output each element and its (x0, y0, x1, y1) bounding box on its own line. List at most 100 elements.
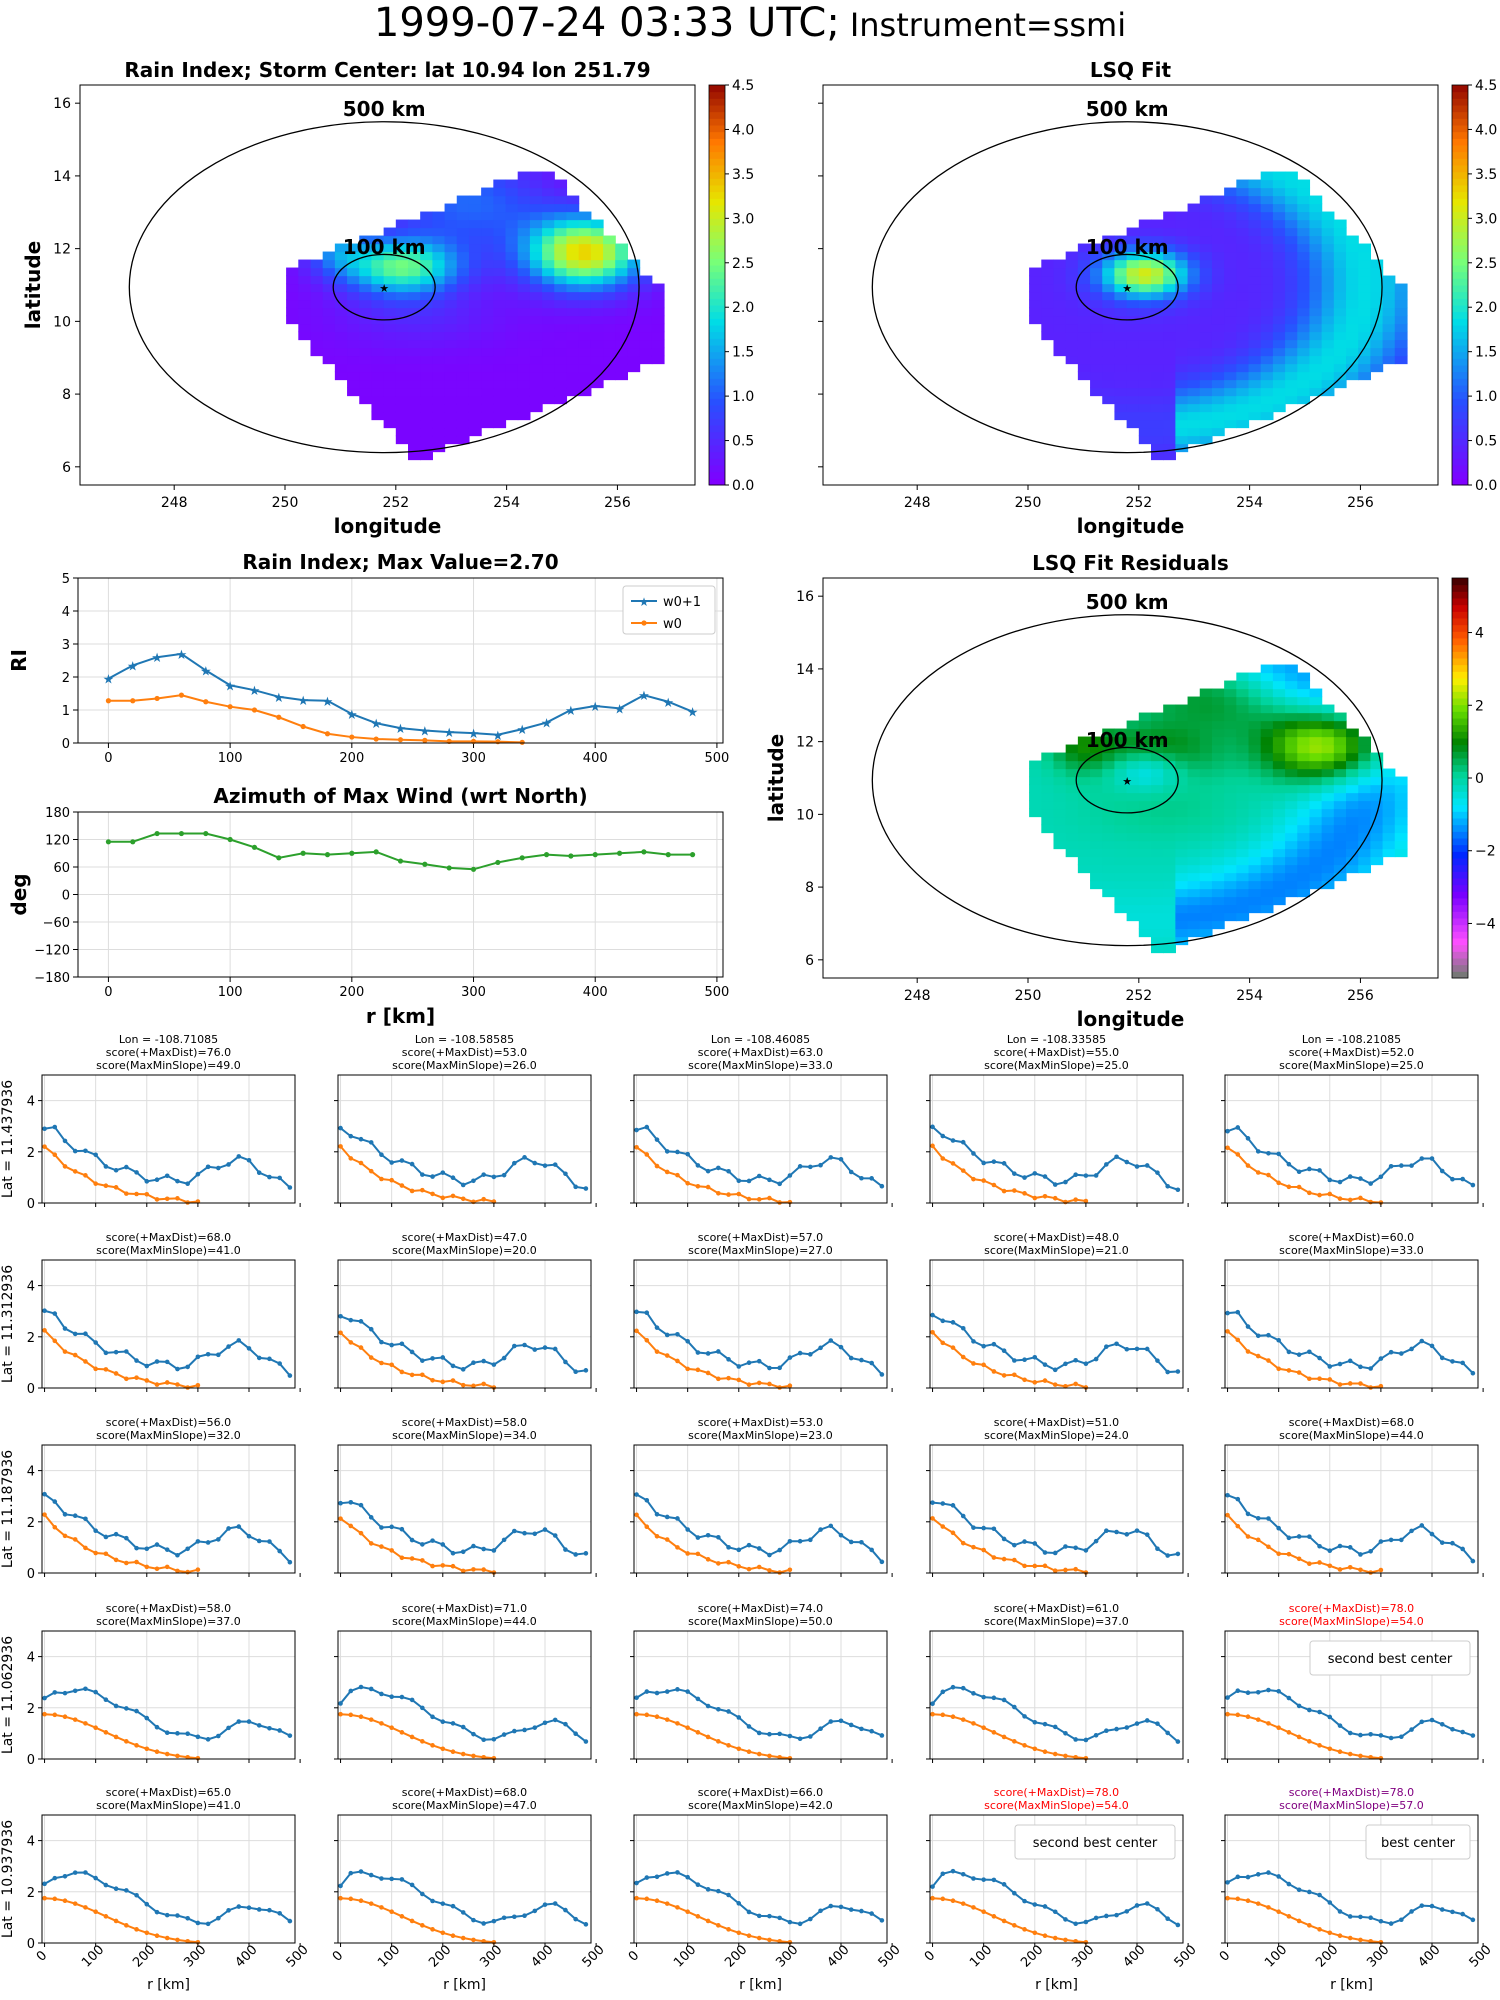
heatmap-cell (517, 291, 531, 301)
series-point (797, 1921, 803, 1927)
series-point (797, 1736, 803, 1742)
heatmap-cell (1211, 411, 1225, 421)
heatmap-cell (1102, 776, 1116, 786)
series-point (726, 1892, 731, 1898)
series-point (399, 1158, 405, 1163)
heatmap-cell (1211, 283, 1225, 293)
heatmap-cell (1151, 824, 1164, 834)
heatmap-cell (371, 235, 385, 245)
row-latitude-label: Lat = 11.062936 (0, 1636, 16, 1754)
heatmap-cell (1333, 243, 1347, 253)
colorbar-segment (709, 205, 725, 213)
heatmap-cell (1077, 800, 1091, 810)
heatmap-cell (1224, 243, 1237, 253)
heatmap-cell (1090, 339, 1103, 349)
heatmap-cell (639, 323, 653, 333)
heatmap-cell (1370, 283, 1384, 293)
heatmap-cell (432, 283, 446, 293)
series-point (124, 1349, 129, 1354)
heatmap-cell (444, 403, 458, 413)
plot-area (338, 1445, 591, 1573)
series-point (1225, 1492, 1230, 1498)
heatmap-cell (1138, 712, 1152, 722)
heatmap-field (286, 171, 665, 461)
heatmap-cell (468, 355, 482, 365)
score-maxminslope: score(MaxMinSlope)=50.0 (688, 1615, 833, 1628)
series-point (1470, 1558, 1476, 1564)
series-point (1001, 1536, 1007, 1542)
heatmap-cell (1065, 816, 1079, 826)
series-point (420, 1891, 425, 1897)
heatmap-cell (529, 267, 543, 277)
heatmap-cell (1358, 251, 1372, 261)
heatmap-cell (1077, 251, 1091, 261)
heatmap-cell (481, 211, 494, 221)
heatmap-cell (1394, 792, 1408, 802)
colorbar-segment (1452, 338, 1468, 346)
series-point (1022, 1175, 1027, 1180)
heatmap-cell (1175, 848, 1189, 858)
series-point (185, 1731, 190, 1736)
heatmap-cell (1187, 704, 1201, 714)
series-point (1165, 1730, 1170, 1736)
series-point (1245, 1874, 1251, 1880)
heatmap-cell (1199, 888, 1213, 898)
heatmap-cell (1211, 832, 1225, 842)
heatmap-cell (1309, 371, 1323, 381)
heatmap-cell (1187, 283, 1201, 293)
heatmap-cell (1309, 347, 1323, 357)
heatmap-cell (1138, 235, 1152, 245)
colorbar-segment (709, 158, 725, 166)
series-point (767, 1753, 772, 1759)
heatmap-cell (590, 259, 604, 269)
series-point (103, 1882, 109, 1888)
series-point: ★ (662, 696, 674, 711)
series-point (113, 1703, 119, 1709)
heatmap-cell (1175, 752, 1189, 762)
series-point (481, 1196, 486, 1202)
series-point (1022, 1539, 1027, 1544)
storm-center-marker: ★ (379, 282, 389, 295)
y-axis-label: latitude (764, 734, 788, 822)
series-point (664, 1871, 670, 1876)
heatmap-cell (1272, 299, 1286, 309)
heatmap-cell (1077, 371, 1091, 381)
heatmap-cell (1199, 403, 1213, 413)
series-point (675, 1687, 680, 1692)
series-point (664, 1901, 670, 1906)
heatmap-cell (1151, 403, 1164, 413)
x-axis-label: r [km] (366, 1004, 435, 1028)
series-point (1307, 1889, 1312, 1895)
heatmap-cell (1138, 904, 1152, 914)
series-point (124, 1376, 129, 1382)
series-point (1327, 1364, 1333, 1369)
heatmap-cell (517, 355, 531, 365)
series-point (185, 1754, 190, 1760)
heatmap-cell (1224, 680, 1237, 690)
heatmap-cell (1272, 784, 1286, 794)
series-point (1307, 1534, 1312, 1539)
series-point (144, 1546, 150, 1552)
series-point: ★ (516, 723, 528, 738)
heatmap-cell (1151, 832, 1164, 842)
heatmap-cell (1248, 371, 1262, 381)
score-maxdist: score(+MaxDist)=53.0 (402, 1046, 527, 1059)
series-point (1083, 1570, 1089, 1575)
heatmap-cell (1346, 848, 1359, 858)
series-point (236, 1524, 242, 1529)
series-point (178, 830, 185, 837)
series-point (154, 1177, 160, 1183)
series-point (409, 1161, 415, 1167)
suptitle-time: 1999-07-24 03:33 UTC; (373, 0, 840, 46)
heatmap-cell (1297, 816, 1311, 826)
series-point (1032, 1171, 1038, 1176)
heatmap-cell (1236, 880, 1250, 890)
heatmap-cell (1260, 331, 1274, 341)
series-line (931, 1517, 1087, 1574)
series-line (635, 1146, 790, 1204)
heatmap-cell (517, 347, 531, 357)
heatmap-cell (554, 187, 568, 197)
heatmap-cell (444, 419, 458, 429)
series-point (685, 1339, 690, 1344)
heatmap-cell (1333, 848, 1347, 858)
